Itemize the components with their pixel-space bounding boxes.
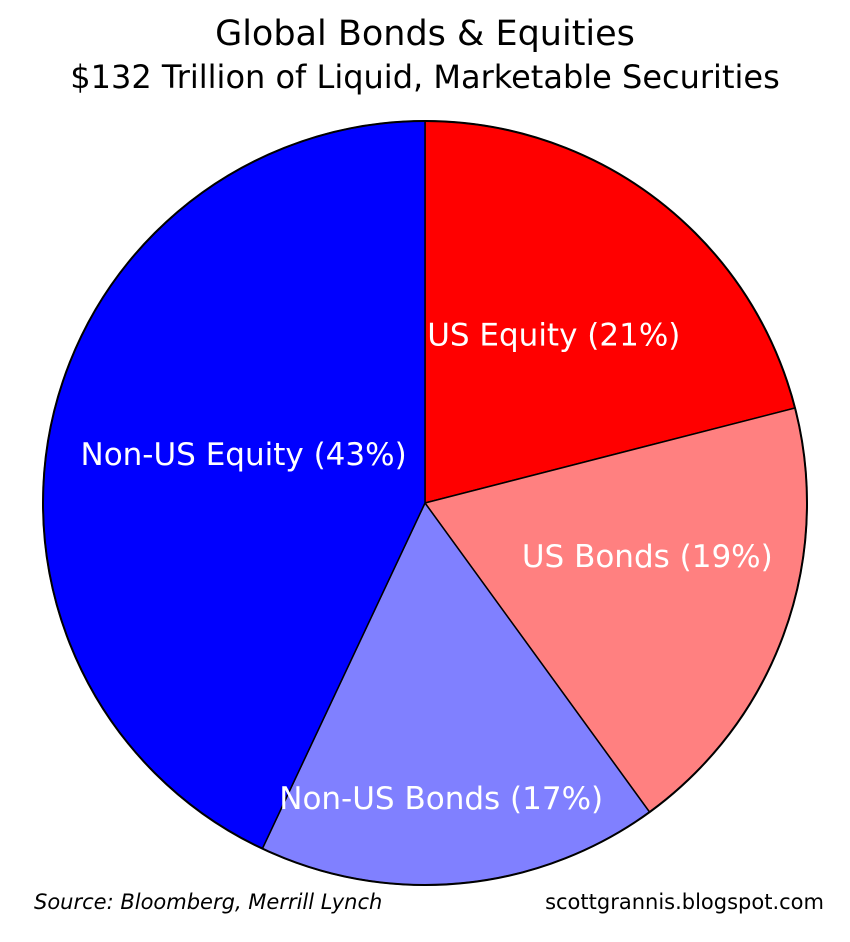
- pie-labels: US Equity (21%) US Bonds (19%) Non-US Bond…: [81, 318, 773, 818]
- source-note: Source: Bloomberg, Merrill Lynch: [34, 890, 383, 914]
- slice-label: US Bonds (19%): [522, 539, 773, 575]
- pie-outline: [42, 120, 808, 886]
- chart-subtitle: $132 Trillion of Liquid, Marketable Secu…: [70, 58, 780, 96]
- chart-title: Global Bonds & Equities: [215, 14, 635, 54]
- site-credit: scottgrannis.blogspot.com: [545, 890, 824, 914]
- slice-label: US Equity (21%): [427, 318, 680, 354]
- slice-label: Non-US Equity (43%): [81, 437, 407, 473]
- slice-label: Non-US Bonds (17%): [279, 781, 603, 817]
- pie-slices: [42, 120, 808, 886]
